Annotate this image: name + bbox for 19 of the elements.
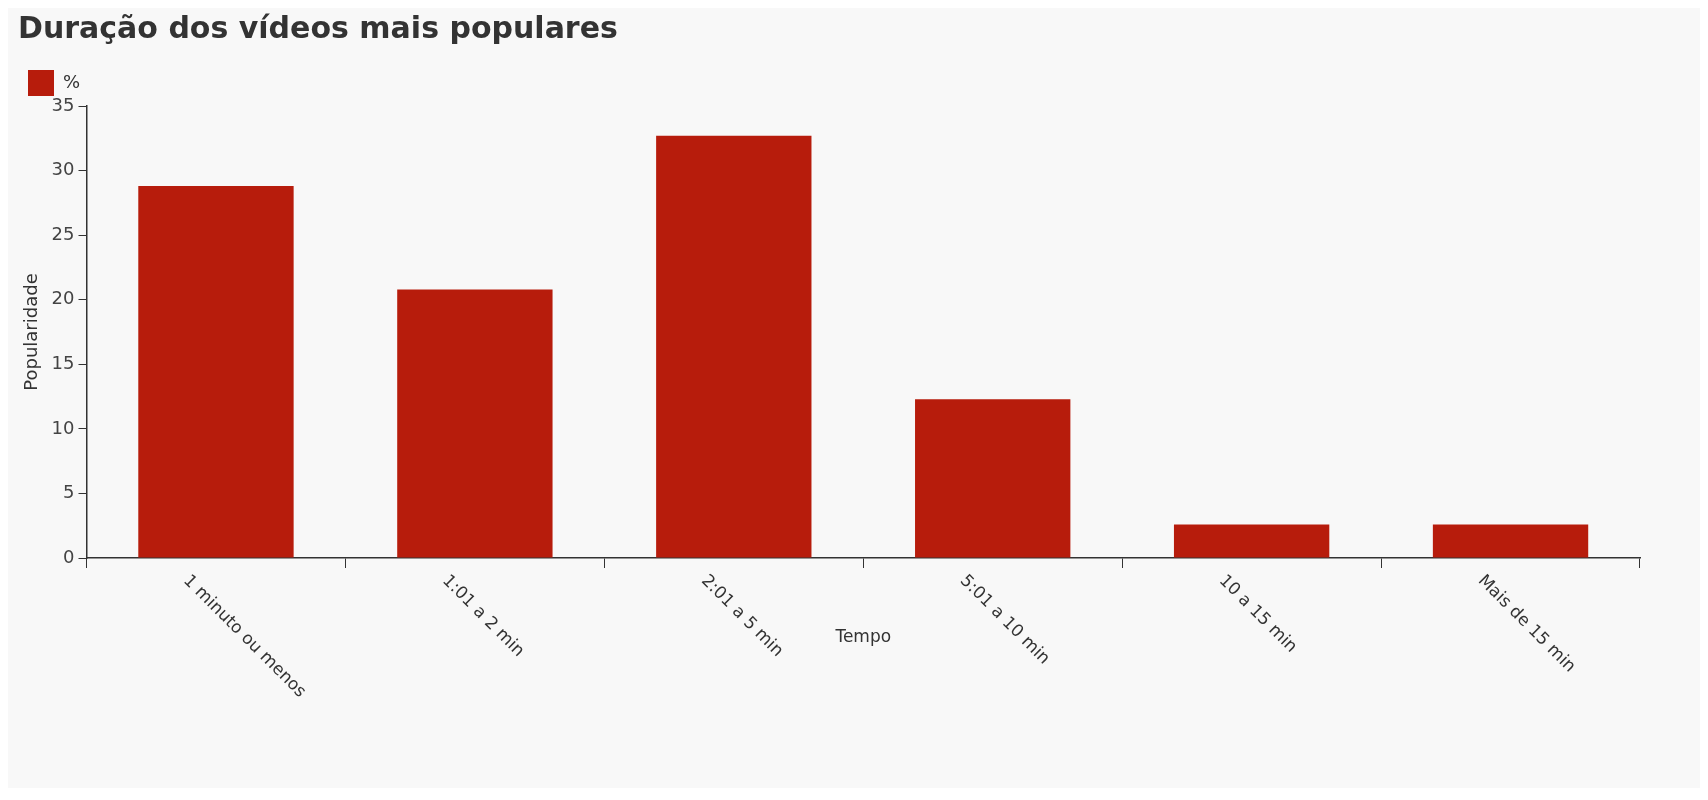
- y-axis-title: Popularidade: [20, 273, 42, 391]
- bar: [138, 186, 294, 558]
- y-tick-label: 15: [51, 351, 75, 373]
- y-tick-label: 25: [51, 222, 75, 244]
- bar: [656, 135, 812, 558]
- bar: [1432, 524, 1589, 558]
- y-tick-label: 5: [63, 481, 75, 503]
- bar: [397, 289, 553, 558]
- bar: [1173, 524, 1330, 558]
- y-tick-label: 0: [63, 545, 75, 567]
- chart-title: Duração dos vídeos mais populares: [18, 9, 618, 45]
- y-tick-label: 10: [51, 416, 75, 438]
- y-tick-label: 30: [51, 158, 75, 180]
- legend-label: %: [63, 70, 81, 92]
- x-tick-label: 10 a 15 min: [1215, 569, 1302, 657]
- x-axis-title: Tempo: [834, 626, 892, 647]
- y-tick-label: 35: [51, 93, 75, 115]
- y-tick-label: 20: [51, 287, 75, 309]
- bar: [915, 399, 1071, 558]
